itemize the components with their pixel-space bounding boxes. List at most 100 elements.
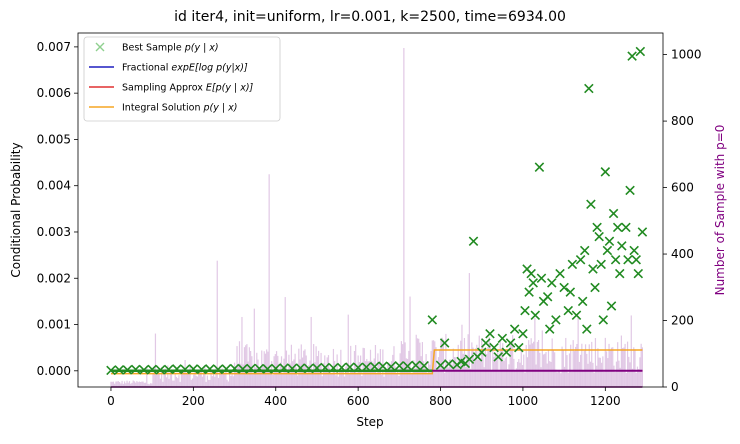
best-sample-point — [542, 291, 553, 302]
best-sample-point — [497, 333, 508, 344]
best-sample-point — [530, 310, 541, 321]
best-sample-point — [528, 278, 538, 288]
best-sample-point — [596, 259, 606, 270]
y-tick-label: 0.002 — [37, 271, 71, 285]
best-sample-point — [419, 360, 429, 371]
best-sample-point — [604, 236, 615, 247]
best-sample-point — [584, 83, 594, 94]
best-sample-point — [534, 162, 545, 172]
legend-label: Integral Solution p(y | x) — [122, 103, 237, 114]
best-sample-point — [493, 352, 503, 362]
best-sample-point — [328, 363, 339, 373]
best-sample-point — [481, 338, 491, 348]
best-sample-point — [303, 363, 314, 374]
best-sample-point — [345, 362, 355, 372]
best-sample-point — [602, 245, 613, 256]
best-sample-point — [106, 365, 116, 376]
best-sample-point — [590, 282, 600, 293]
best-sample-point — [320, 362, 330, 373]
best-sample-point — [631, 254, 641, 265]
legend-label-part: Integral Solution — [122, 103, 204, 114]
best-sample-point — [180, 364, 190, 375]
y-tick-label: 0.004 — [37, 179, 71, 193]
best-sample-point — [612, 222, 623, 233]
best-sample-point — [361, 362, 372, 372]
x-tick-label: 200 — [182, 394, 205, 408]
best-sample-point — [610, 254, 621, 265]
y-tick-label: 0.001 — [37, 318, 71, 332]
best-sample-point — [155, 365, 166, 375]
best-sample-point — [563, 305, 574, 316]
best-sample-point — [262, 364, 273, 374]
best-sample-point — [485, 329, 495, 339]
best-sample-point — [524, 287, 534, 297]
y-axis-right-label: Number of Sample with p=0 — [713, 125, 727, 296]
best-sample-point — [464, 354, 475, 365]
best-sample-point — [509, 324, 520, 334]
best-sample-point — [629, 245, 639, 256]
x-tick-label: 1000 — [508, 394, 539, 408]
best-sample-point — [439, 338, 450, 348]
y-tick-label: 0.003 — [37, 225, 71, 239]
best-sample-point — [520, 305, 530, 316]
plot-frame — [77, 32, 664, 388]
best-sample-point — [625, 185, 635, 196]
best-sample-point — [369, 361, 380, 372]
x-axis-label: Step — [356, 415, 383, 429]
best-sample-point — [514, 342, 524, 353]
best-sample-point — [637, 227, 648, 237]
best-sample-point — [221, 364, 232, 374]
legend-label: Sampling Approx E[p(y | x)] — [122, 83, 254, 94]
best-sample-point — [594, 231, 604, 242]
x-tick-label: 1200 — [590, 394, 621, 408]
best-sample-point — [188, 364, 199, 374]
best-sample-point — [551, 315, 561, 325]
legend-label-part: p(y | x) — [203, 103, 238, 114]
best-sample-point — [205, 364, 215, 374]
best-sample-point — [579, 245, 590, 256]
best-sample-point — [501, 347, 512, 358]
best-sample-point — [518, 329, 528, 339]
best-sample-point — [586, 199, 596, 209]
best-sample-point — [287, 363, 297, 374]
x-tick-label: 800 — [429, 394, 452, 408]
best-sample-point — [163, 364, 174, 375]
best-sample-point — [635, 46, 646, 57]
best-sample-point — [575, 254, 586, 265]
y-axis-label: Conditional Probability — [9, 142, 23, 277]
y-right-tick-label: 1000 — [671, 48, 702, 62]
best-sample-point — [627, 51, 637, 61]
best-sample-point — [229, 363, 240, 374]
best-sample-point — [378, 361, 388, 371]
best-sample-point — [536, 273, 547, 284]
best-sample-point — [427, 315, 438, 325]
best-sample-point — [114, 365, 124, 375]
best-sample-point — [172, 364, 182, 374]
best-sample-point — [336, 362, 347, 373]
best-sample-point — [598, 315, 609, 325]
best-sample-point — [614, 268, 625, 279]
best-sample-point — [295, 363, 306, 373]
best-sample-point — [386, 361, 396, 372]
legend-label: Best Sample p(y | x) — [122, 43, 219, 54]
legend-label: Fractional expE[log p(y|x)] — [122, 63, 248, 74]
legend-label-part: Sampling Approx — [122, 83, 206, 94]
best-sample-point — [608, 208, 619, 219]
best-sample-point — [617, 241, 627, 251]
best-sample-point — [606, 301, 617, 311]
best-sample-point — [270, 363, 281, 374]
best-sample-point — [411, 360, 421, 371]
y-right-tick-label: 400 — [671, 247, 694, 261]
best-sample-point — [571, 310, 582, 321]
legend-marker-best-sample — [95, 42, 105, 52]
best-sample-point — [353, 362, 363, 373]
best-sample-point — [444, 359, 454, 369]
best-sample-point — [567, 259, 578, 270]
best-sample-point — [577, 296, 588, 307]
best-sample-point — [279, 363, 289, 373]
best-sample-point — [213, 364, 223, 375]
best-sample-point — [547, 278, 557, 288]
best-sample-point — [312, 363, 322, 373]
